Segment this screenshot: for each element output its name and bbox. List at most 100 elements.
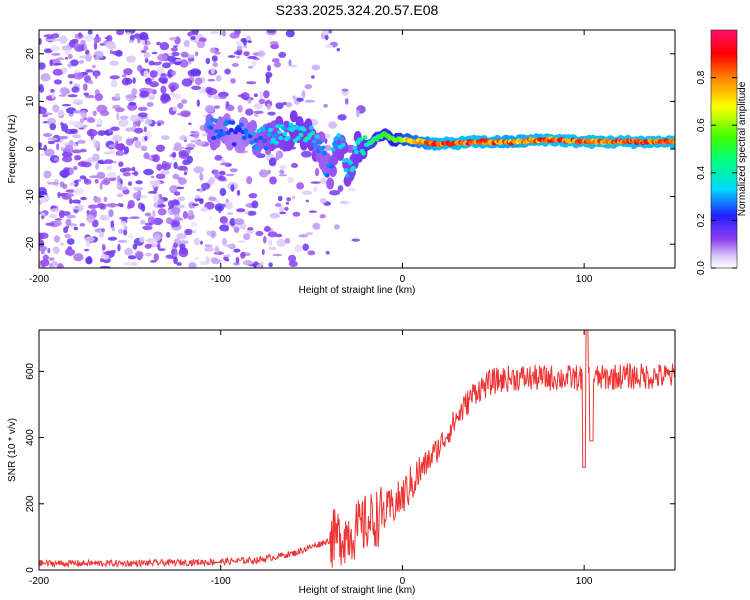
noise-blob [39,106,47,115]
noise-blob [253,103,264,110]
noise-blob [67,74,76,79]
ridge-core [308,125,314,130]
ridge-core [340,142,346,148]
noise-blob [172,220,178,226]
noise-blob [59,169,70,178]
noise-blob [84,94,95,99]
noise-blob [40,73,51,82]
noise-blob [208,196,217,202]
noise-blob [109,60,119,66]
noise-blob [100,258,104,263]
noise-blob [116,30,125,36]
noise-blob [200,261,207,266]
ridge-halo [317,131,326,144]
noise-blob [288,59,292,67]
spectrogram-y-label: Frequency (Hz) [7,115,18,184]
noise-blob [135,180,143,185]
y-tick-label: -20 [25,237,36,252]
noise-blob [301,190,313,195]
noise-blob [152,217,163,226]
noise-blob [143,168,154,176]
noise-blob [246,81,257,85]
noise-blob [129,216,140,219]
noise-blob [50,208,60,213]
noise-blob [233,248,241,253]
noise-blob [165,254,175,259]
noise-blob [205,86,213,94]
noise-blob [212,95,220,100]
noise-blob [83,117,88,121]
noise-blob [323,103,328,108]
noise-blob [169,36,177,41]
ridge-core [278,135,284,141]
noise-blob [179,243,186,250]
noise-blob [129,39,134,44]
ridge-core [260,127,266,132]
noise-blob [53,79,63,85]
noise-blob [61,45,73,51]
noise-blob [181,78,193,87]
noise-blob [235,56,241,59]
ridge-halo [249,120,258,132]
ridge-core [212,118,218,123]
ridge-core [262,138,268,144]
ridge-core [330,147,336,152]
noise-blob [104,251,113,256]
y-tick-label: 0 [25,146,36,152]
noise-blob [212,62,218,68]
ridge-core [273,140,279,145]
noise-blob [142,225,153,231]
noise-blob [68,120,79,126]
noise-blob [313,186,318,192]
noise-blob [86,214,95,223]
colorbar-gradient [710,29,738,269]
noise-blob [72,134,81,139]
noise-blob [154,187,158,192]
ridge-halo [295,116,304,129]
noise-blob [200,240,203,245]
noise-blob [223,254,232,258]
noise-blob [351,238,361,242]
noise-blob [341,88,349,92]
ridge-core [282,131,288,136]
noise-blob [169,92,175,96]
noise-blob [287,176,294,184]
noise-blob [193,237,200,246]
x-tick-label: -200 [29,576,49,587]
noise-blob [237,240,246,243]
noise-blob [173,242,178,248]
noise-blob [165,217,173,225]
noise-blob [39,62,46,70]
spectrogram-x-ticks: -200 -100 0 100 [29,30,593,285]
noise-blob [301,90,306,98]
noise-blob [173,45,179,48]
noise-blob [72,71,84,80]
noise-blob [215,75,222,82]
noise-blob [101,243,106,252]
noise-blob [264,225,271,232]
noise-blob [73,43,85,52]
noise-blob [106,35,113,42]
noise-blob [268,239,273,246]
noise-blob [253,110,264,115]
noise-blob [140,145,148,151]
noise-blob [94,71,98,79]
noise-blob [89,128,93,137]
noise-blob [227,105,235,112]
noise-blob [65,218,72,226]
noise-blob [39,142,42,149]
noise-blob [247,227,254,231]
noise-blob [204,246,214,252]
noise-blob [181,99,188,104]
noise-blob [137,64,143,72]
noise-blob [268,262,273,268]
noise-blob [144,212,152,217]
ridge-core [281,126,287,131]
noise-blob [79,148,87,153]
noise-blob [53,62,63,66]
noise-blob [107,171,117,179]
noise-blob [172,151,177,158]
noise-blob [97,118,103,126]
noise-blob [214,203,225,212]
snr-x-label: Height of straight line (km) [299,585,416,596]
